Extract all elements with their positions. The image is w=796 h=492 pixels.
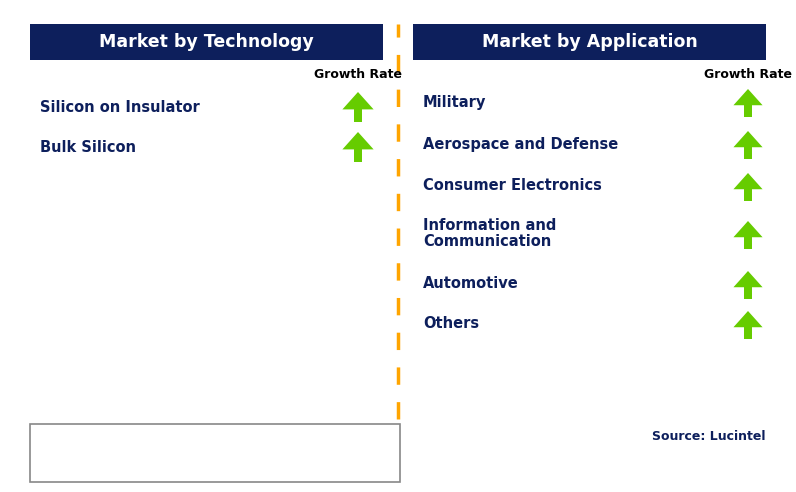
Polygon shape bbox=[354, 109, 362, 122]
Polygon shape bbox=[342, 92, 373, 109]
Polygon shape bbox=[326, 442, 349, 455]
Text: Flat: Flat bbox=[205, 438, 231, 452]
Polygon shape bbox=[733, 271, 763, 287]
Polygon shape bbox=[243, 450, 262, 457]
Polygon shape bbox=[744, 327, 751, 339]
Polygon shape bbox=[145, 455, 167, 464]
Text: Automotive: Automotive bbox=[423, 277, 519, 291]
Polygon shape bbox=[733, 221, 763, 237]
Polygon shape bbox=[744, 189, 751, 201]
Text: Growth Rate: Growth Rate bbox=[314, 67, 402, 81]
Text: Silicon on Insulator: Silicon on Insulator bbox=[40, 99, 200, 115]
FancyBboxPatch shape bbox=[30, 24, 383, 60]
Text: Negative: Negative bbox=[118, 438, 178, 452]
Polygon shape bbox=[744, 287, 751, 299]
Polygon shape bbox=[342, 132, 373, 150]
Polygon shape bbox=[354, 150, 362, 162]
Polygon shape bbox=[744, 237, 751, 249]
FancyBboxPatch shape bbox=[413, 24, 766, 60]
Text: >3%: >3% bbox=[300, 455, 330, 467]
Polygon shape bbox=[262, 442, 274, 464]
Text: 0%-3%: 0%-3% bbox=[205, 455, 250, 467]
Polygon shape bbox=[733, 131, 763, 147]
Polygon shape bbox=[744, 105, 751, 117]
Text: Bulk Silicon: Bulk Silicon bbox=[40, 140, 136, 154]
Polygon shape bbox=[335, 455, 341, 464]
Text: CAGR: CAGR bbox=[38, 439, 75, 453]
Text: Market by Technology: Market by Technology bbox=[100, 33, 314, 51]
Text: <0%: <0% bbox=[118, 455, 148, 467]
Text: Communication: Communication bbox=[423, 235, 552, 249]
Text: Growth Rate: Growth Rate bbox=[704, 67, 792, 81]
Polygon shape bbox=[733, 89, 763, 105]
Text: Consumer Electronics: Consumer Electronics bbox=[423, 179, 602, 193]
Polygon shape bbox=[153, 442, 159, 455]
Polygon shape bbox=[733, 311, 763, 327]
FancyBboxPatch shape bbox=[30, 424, 400, 482]
Text: Information and: Information and bbox=[423, 218, 556, 234]
Text: Aerospace and Defense: Aerospace and Defense bbox=[423, 136, 618, 152]
Text: (2024-30):: (2024-30): bbox=[38, 455, 107, 467]
Polygon shape bbox=[744, 147, 751, 159]
Polygon shape bbox=[733, 173, 763, 189]
Text: Others: Others bbox=[423, 316, 479, 332]
Text: Market by Application: Market by Application bbox=[482, 33, 697, 51]
Text: Military: Military bbox=[423, 94, 486, 110]
Text: Growing: Growing bbox=[300, 438, 355, 452]
Text: Source: Lucintel: Source: Lucintel bbox=[653, 430, 766, 443]
